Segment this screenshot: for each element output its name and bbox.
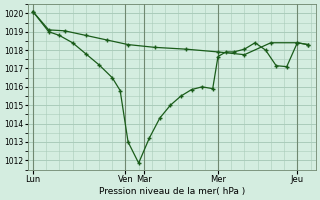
X-axis label: Pression niveau de la mer( hPa ): Pression niveau de la mer( hPa ) <box>99 187 245 196</box>
